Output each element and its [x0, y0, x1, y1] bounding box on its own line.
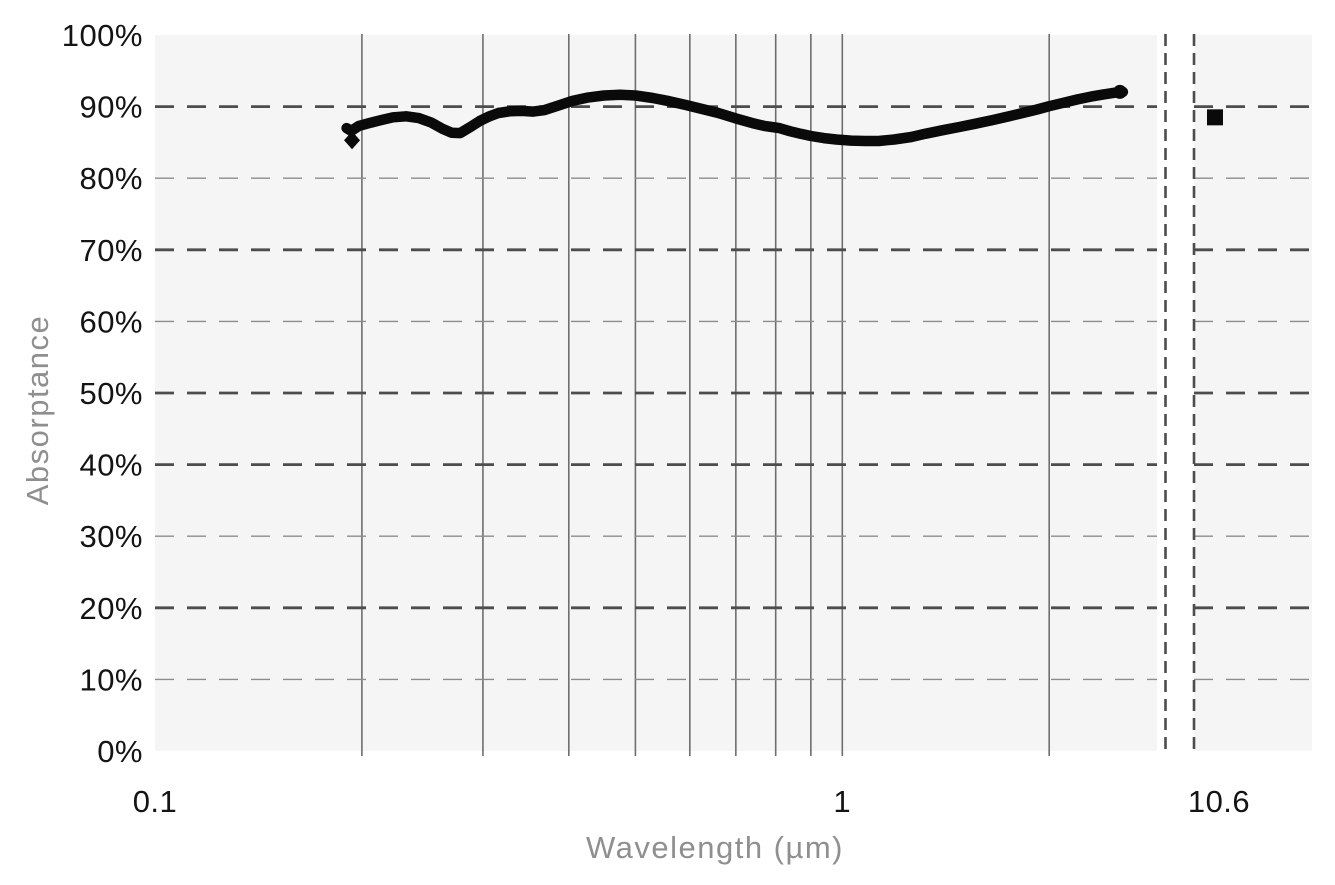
laser-point-marker	[1207, 109, 1223, 126]
y-tick-label: 10%	[79, 662, 143, 697]
y-tick-label: 40%	[79, 448, 143, 483]
absorptance-curve	[341, 86, 1129, 147]
x-axis-title: Wavelength (µm)	[586, 830, 844, 865]
y-tick-label: 30%	[79, 519, 143, 554]
plot-panel-left	[155, 35, 1157, 751]
y-tick-label: 70%	[79, 233, 143, 268]
curve-end-cap	[1112, 84, 1127, 99]
x-tick-label: 10.6	[1188, 784, 1250, 819]
y-tick-label: 20%	[79, 591, 143, 626]
x-tick-label: 0.1	[133, 784, 178, 819]
y-tick-label: 100%	[62, 18, 143, 53]
curve-start-artifact	[344, 131, 361, 150]
y-tick-label: 90%	[79, 90, 143, 125]
y-tick-label: 80%	[79, 161, 143, 196]
y-tick-label: 0%	[97, 734, 143, 769]
y-axis-title: Absorptance	[20, 314, 55, 506]
y-tick-label: 50%	[79, 376, 143, 411]
x-tick-label: 1	[833, 784, 851, 819]
y-tick-label: 60%	[79, 304, 143, 339]
